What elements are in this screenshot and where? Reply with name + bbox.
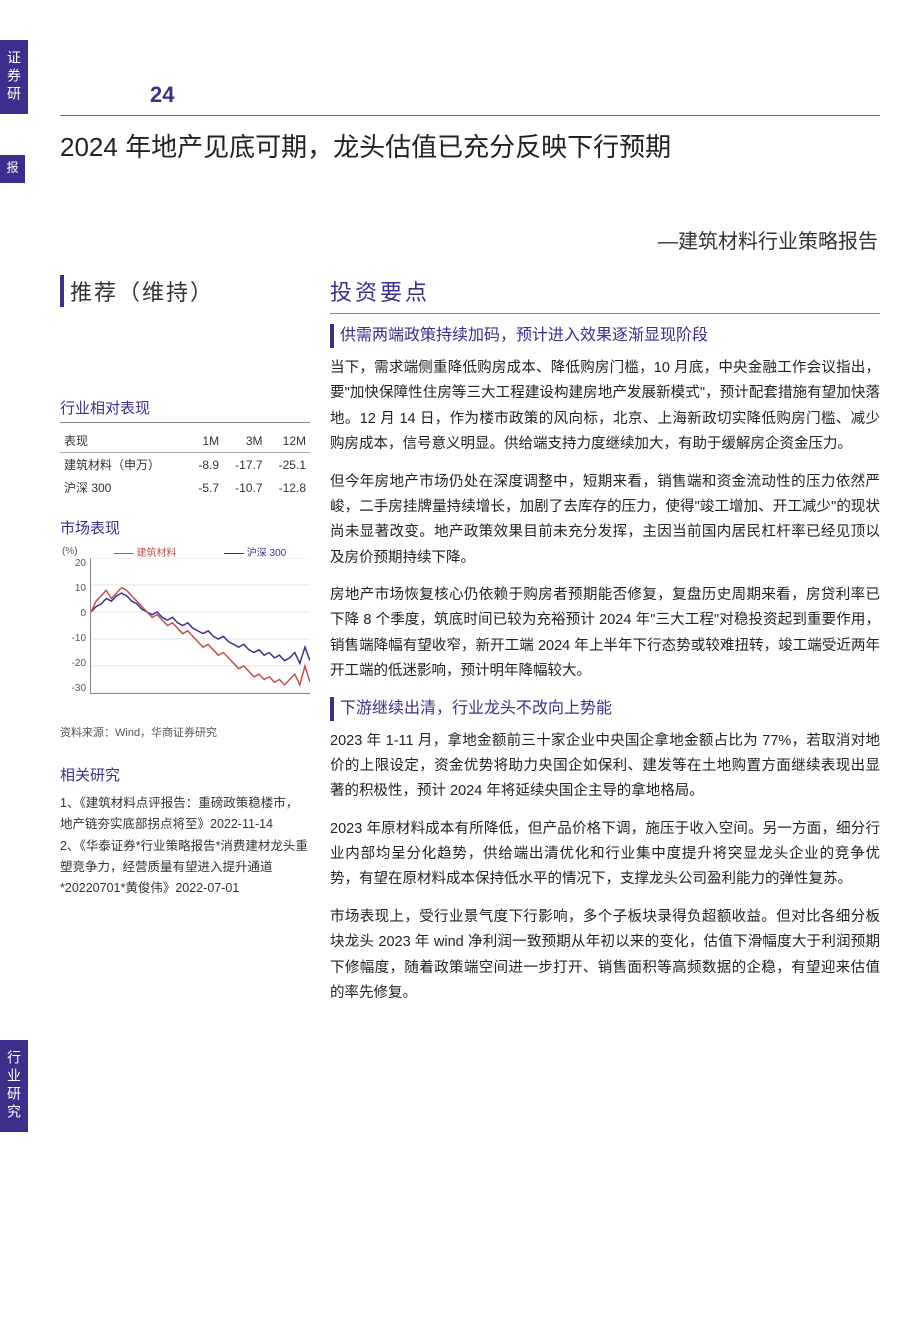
ytick: -20 <box>60 658 86 669</box>
side-label-report: 报 <box>0 155 25 183</box>
right-column: 投资要点 供需两端政策持续加码，预计进入效果逐渐显现阶段当下，需求端侧重降低购房… <box>330 275 880 1018</box>
paragraph: 2023 年 1-11 月，拿地金额前三十家企业中央国企拿地金额占比为 77%，… <box>330 729 880 805</box>
legend-item: 建筑材料 <box>114 544 177 559</box>
chart-y-axis: 20 10 0 -10 -20 -30 <box>60 558 86 694</box>
perf-cell: 建筑材料（申万） <box>60 453 188 477</box>
investment-points-heading: 投资要点 <box>330 275 880 314</box>
perf-cell: -10.7 <box>223 476 266 499</box>
ytick: 20 <box>60 558 86 569</box>
paragraph: 但今年房地产市场仍处在深度调整中，短期来看，销售端和资金流动性的压力依然严峻，二… <box>330 470 880 572</box>
legend-item: 沪深 300 <box>224 544 286 559</box>
chart-plot <box>90 558 310 694</box>
section-heading: 供需两端政策持续加码，预计进入效果逐渐显现阶段 <box>330 324 880 348</box>
rating-label: 推荐（维持） <box>60 275 310 307</box>
paragraph: 市场表现上，受行业景气度下行影响，多个子板块录得负超额收益。但对比各细分板块龙头… <box>330 905 880 1007</box>
ytick: 10 <box>60 583 86 594</box>
perf-cell: -17.7 <box>223 453 266 477</box>
related-heading: 相关研究 <box>60 764 310 785</box>
chart-heading: 市场表现 <box>60 517 310 538</box>
side-label-industry: 行业研究 <box>0 1040 28 1132</box>
left-column: 推荐（维持） 行业相对表现 表现 1M 3M 12M 建筑材料（申万） -8.9… <box>60 275 310 899</box>
paragraph: 2023 年原材料成本有所降低，但产品价格下调，施压于收入空间。另一方面，细分行… <box>330 817 880 893</box>
related-line: 2、《华泰证券*行业策略报告*消费建材龙头重塑竞争力，经营质量有望进入提升通道*… <box>60 836 310 900</box>
chart-svg <box>91 558 310 693</box>
paragraph: 房地产市场恢复核心仍依赖于购房者预期能否修复，复盘历史周期来看，房贷利率已下降 … <box>330 583 880 685</box>
ytick: -10 <box>60 633 86 644</box>
performance-table: 表现 1M 3M 12M 建筑材料（申万） -8.9 -17.7 -25.1 沪… <box>60 429 310 499</box>
sections-container: 供需两端政策持续加码，预计进入效果逐渐显现阶段当下，需求端侧重降低购房成本、降低… <box>330 324 880 1006</box>
report-subtitle: —建筑材料行业策略报告 <box>658 225 878 254</box>
ytick: -30 <box>60 683 86 694</box>
top-divider <box>60 115 880 116</box>
table-row: 沪深 300 -5.7 -10.7 -12.8 <box>60 476 310 499</box>
related-line: 1、《建筑材料点评报告：重磅政策稳楼市，地产链夯实底部拐点将至》2022-11-… <box>60 793 310 836</box>
report-title: 2024 年地产见底可期，龙头估值已充分反映下行预期 <box>60 128 880 167</box>
perf-cell: -5.7 <box>188 476 223 499</box>
table-row: 建筑材料（申万） -8.9 -17.7 -25.1 <box>60 453 310 477</box>
page-number: 24 <box>150 82 174 108</box>
perf-cell: -8.9 <box>188 453 223 477</box>
performance-heading: 行业相对表现 <box>60 397 310 423</box>
performance-chart: (%) 建筑材料 沪深 300 20 10 0 -10 -20 -30 <box>60 544 310 694</box>
side-label-securities: 证券研 <box>0 40 28 114</box>
perf-th: 1M <box>188 429 223 453</box>
ytick: 0 <box>60 608 86 619</box>
perf-th: 12M <box>267 429 310 453</box>
related-body: 1、《建筑材料点评报告：重磅政策稳楼市，地产链夯实底部拐点将至》2022-11-… <box>60 793 310 899</box>
chart-y-unit: (%) <box>62 546 78 557</box>
chart-legend: 建筑材料 沪深 300 <box>90 544 310 559</box>
chart-source: 资料来源：Wind，华商证券研究 <box>60 724 310 740</box>
paragraph: 当下，需求端侧重降低购房成本、降低购房门槛，10 月底，中央金融工作会议指出，要… <box>330 356 880 458</box>
perf-th: 3M <box>223 429 266 453</box>
perf-cell: 沪深 300 <box>60 476 188 499</box>
table-header-row: 表现 1M 3M 12M <box>60 429 310 453</box>
perf-th: 表现 <box>60 429 188 453</box>
perf-cell: -25.1 <box>267 453 310 477</box>
perf-cell: -12.8 <box>267 476 310 499</box>
section-heading: 下游继续出清，行业龙头不改向上势能 <box>330 697 880 721</box>
